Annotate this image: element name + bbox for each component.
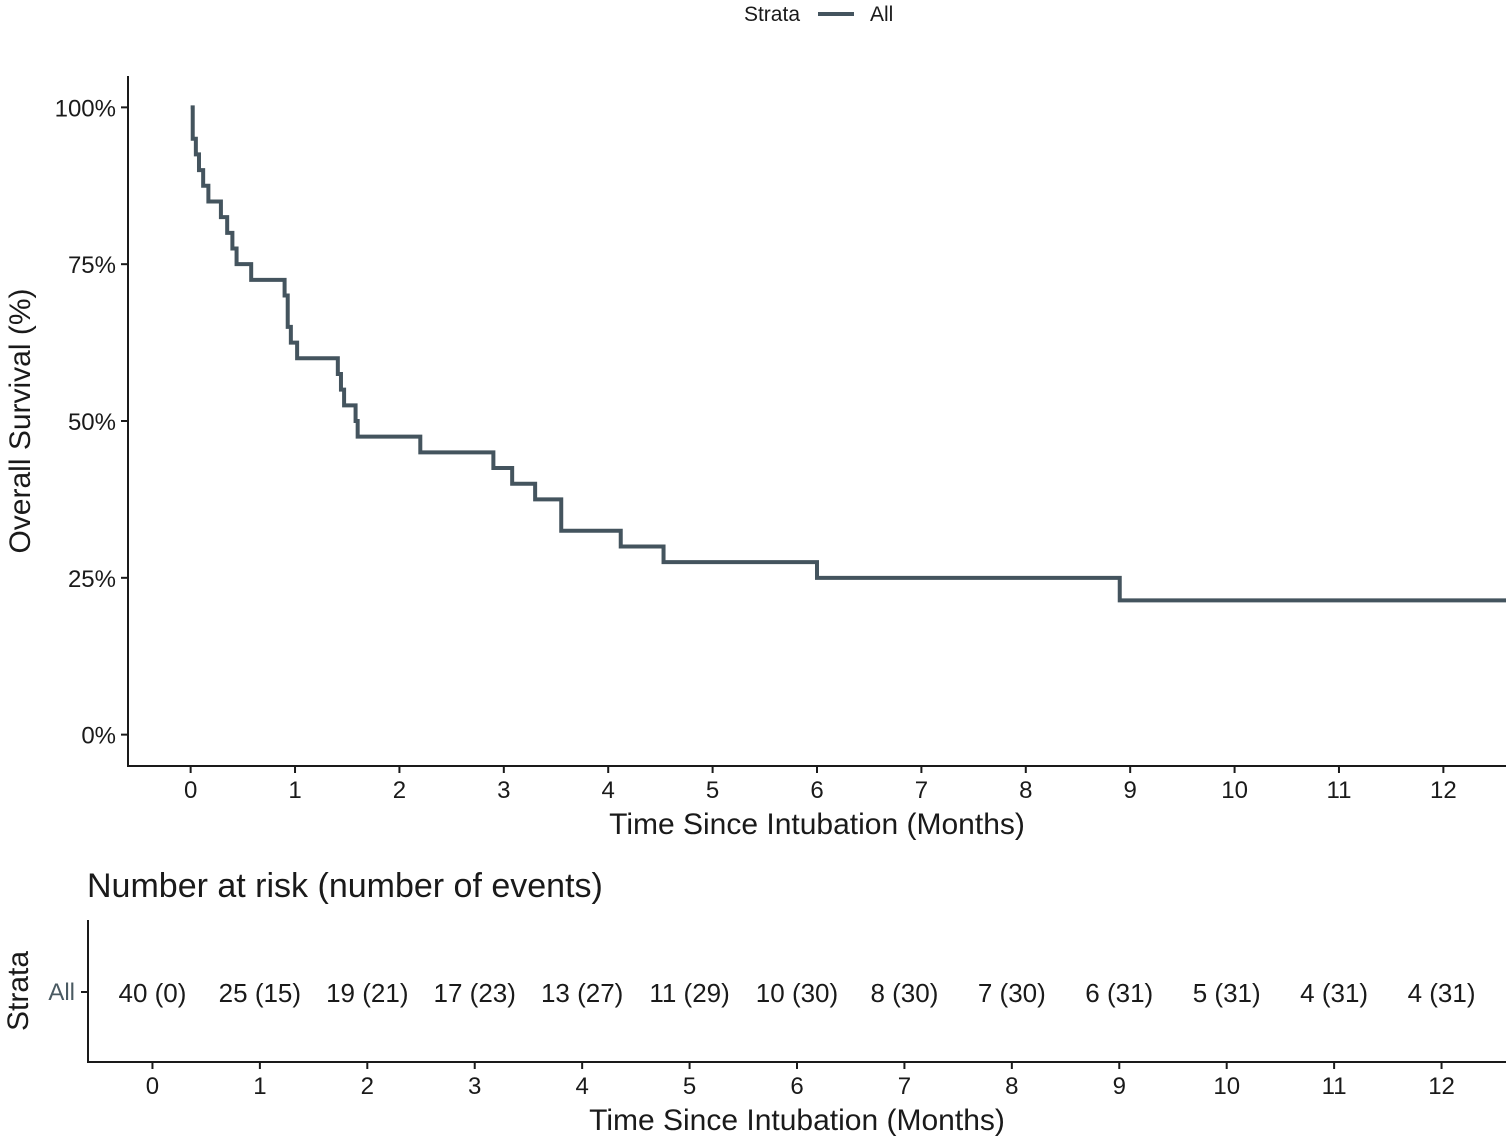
risk-x-tick-label: 2	[361, 1073, 374, 1100]
risk-y-axis-title: Strata	[2, 951, 35, 1031]
x-tick-label: 5	[706, 777, 719, 804]
risk-cell: 10 (30)	[756, 978, 838, 1008]
y-tick-label: 0%	[81, 723, 116, 750]
series-group	[190, 105, 1506, 603]
risk-cell: 4 (31)	[1300, 978, 1368, 1008]
x-tick-label: 7	[915, 777, 928, 804]
y-ticks: 0% 25% 50% 75% 100%	[55, 95, 128, 750]
x-tick-label: 10	[1221, 777, 1248, 804]
risk-x-tick-label: 7	[898, 1073, 911, 1100]
risk-x-ticks: 0 1 2 3 4 5 6 7 8 9 10 11 12	[146, 1062, 1455, 1100]
risk-cell: 6 (31)	[1085, 978, 1153, 1008]
risk-x-tick-label: 12	[1428, 1073, 1455, 1100]
risk-x-tick-label: 8	[1005, 1073, 1018, 1100]
x-tick-label: 2	[393, 777, 406, 804]
risk-cell: 8 (30)	[870, 978, 938, 1008]
risk-x-tick-label: 1	[253, 1073, 266, 1100]
risk-cell: 13 (27)	[541, 978, 623, 1008]
x-tick-label: 4	[602, 777, 615, 804]
risk-cell: 17 (23)	[434, 978, 516, 1008]
survival-plot: 0%25%50%75%100% 0 1 2 3 4 5 6 7 8 9 10 11 12 Overall…	[4, 76, 1506, 841]
risk-x-axis-title: Time Since Intubation (Months)	[589, 1104, 1005, 1137]
x-ticks: 0 1 2 3 4 5 6 7 8 9 10 11 12	[184, 766, 1457, 804]
risk-x-tick-label: 3	[468, 1073, 481, 1100]
x-tick-label: 8	[1019, 777, 1032, 804]
y-tick-label: 100%	[55, 95, 116, 122]
risk-cell: 5 (31)	[1193, 978, 1261, 1008]
risk-cell: 4 (31)	[1408, 978, 1476, 1008]
y-tick-label: 75%	[68, 252, 116, 279]
risk-cell: 25 (15)	[219, 978, 301, 1008]
risk-x-tick-label: 5	[683, 1073, 696, 1100]
risk-table-title: Number at risk (number of events)	[87, 867, 603, 905]
y-tick-label: 25%	[68, 566, 116, 593]
risk-x-tick-label: 4	[575, 1073, 588, 1100]
x-tick-label: 12	[1430, 777, 1457, 804]
risk-x-tick-label: 11	[1322, 1073, 1347, 1100]
survival-curve-all	[190, 105, 1506, 603]
x-tick-label: 11	[1327, 777, 1352, 804]
legend-title: Strata	[744, 3, 800, 26]
risk-cell: 7 (30)	[978, 978, 1046, 1008]
x-tick-label: 6	[810, 777, 823, 804]
x-tick-label: 3	[497, 777, 510, 804]
x-tick-label: 1	[288, 777, 301, 804]
legend: Strata All	[744, 3, 893, 26]
x-axis-title: Time Since Intubation (Months)	[609, 808, 1025, 841]
risk-x-tick-label: 10	[1213, 1073, 1240, 1100]
risk-cells: 40 (0) 25 (15) 19 (21) 17 (23) 13 (27) 11 (29…	[118, 978, 1475, 1008]
y-axis-title: Overall Survival (%)	[4, 288, 37, 553]
risk-x-tick-label: 9	[1113, 1073, 1126, 1100]
legend-entry: All	[870, 3, 893, 26]
risk-cell: 40 (0)	[118, 978, 186, 1008]
risk-cell: 11 (29)	[649, 978, 729, 1008]
risk-x-tick-label: 6	[790, 1073, 803, 1100]
risk-table: Number at risk (number of events) All St…	[2, 867, 1506, 1137]
risk-x-tick-label: 0	[146, 1073, 159, 1100]
y-tick-label: 50%	[68, 409, 116, 436]
risk-row-label: All	[48, 979, 75, 1006]
x-tick-label: 9	[1124, 777, 1137, 804]
risk-cell: 19 (21)	[326, 978, 408, 1008]
x-tick-label: 0	[184, 777, 197, 804]
